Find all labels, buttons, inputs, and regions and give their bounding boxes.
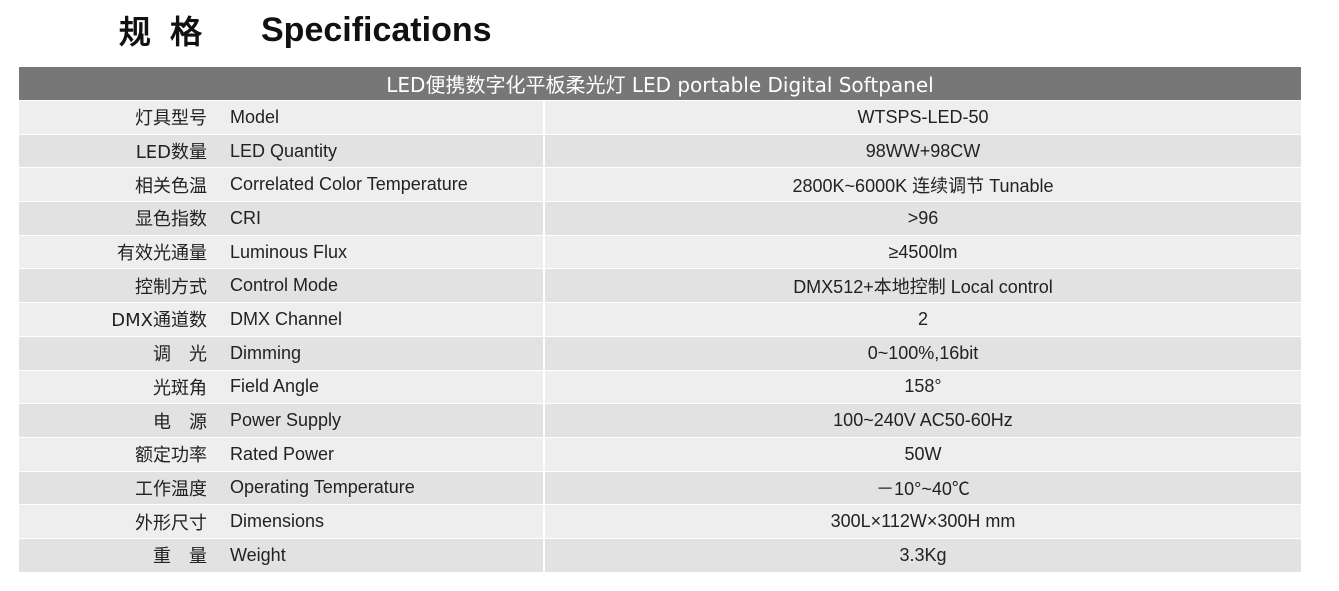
spec-label: 显色指数 CRI bbox=[19, 202, 545, 235]
label-en: Operating Temperature bbox=[230, 477, 415, 498]
spec-value: 158° bbox=[904, 376, 942, 397]
label-en: Model bbox=[230, 106, 280, 127]
label-cn: 工作温度 bbox=[135, 478, 207, 500]
spec-label: 电 源 Power Supply bbox=[19, 404, 545, 437]
spec-label: 相关色温 Correlated Color Temperature bbox=[19, 168, 545, 202]
label-en: Dimensions bbox=[230, 511, 325, 532]
spec-value: ≥4500lm bbox=[888, 241, 958, 262]
spec-value: 3.3Kg bbox=[899, 544, 947, 565]
spec-row: 有效光通量 Luminous Flux ≥4500lm bbox=[19, 235, 1301, 269]
spec-row: 光斑角 Field Angle 158° bbox=[19, 370, 1301, 404]
spec-value: 0~100%,16bit bbox=[867, 342, 979, 363]
label-cn: 调 光 bbox=[153, 344, 207, 366]
label-cn: 外形尺寸 bbox=[135, 512, 207, 534]
label-en: CRI bbox=[230, 207, 261, 228]
label-cn: 相关色温 bbox=[135, 175, 207, 197]
spec-value: >96 bbox=[907, 207, 939, 228]
label-en: Power Supply bbox=[230, 410, 342, 431]
spec-value: DMX512+本地控制 Local control bbox=[793, 276, 1053, 297]
spec-row: 相关色温 Correlated Color Temperature 2800K~60… bbox=[19, 168, 1301, 202]
spec-label: 工作温度 Operating Temperature bbox=[19, 471, 545, 505]
label-cn: DMX通道数 bbox=[111, 310, 207, 332]
label-cn: 灯具型号 bbox=[135, 108, 207, 130]
spec-row: LED数量 LED Quantity 98WW+98CW bbox=[19, 134, 1301, 168]
spec-label: 调 光 Dimming bbox=[19, 336, 545, 370]
label-cn: 额定功率 bbox=[135, 445, 207, 467]
spec-row: 重 量 Weight 3.3Kg bbox=[19, 538, 1301, 572]
label-cn: 电 源 bbox=[153, 411, 207, 433]
title-en: Specifications bbox=[261, 10, 492, 49]
label-en: Field Angle bbox=[230, 376, 320, 397]
spec-label: 外形尺寸 Dimensions bbox=[19, 505, 545, 538]
spec-label: 光斑角 Field Angle bbox=[19, 370, 545, 404]
spec-label: 重 量 Weight bbox=[19, 538, 545, 572]
spec-row: 工作温度 Operating Temperature －10°~40℃ bbox=[19, 471, 1301, 505]
table-title: LED便携数字化平板柔光灯 LED portable Digital Softp… bbox=[19, 67, 1301, 100]
label-en: Weight bbox=[230, 544, 286, 565]
page-title: 规 格 Specifications bbox=[18, 8, 492, 52]
label-en: DMX Channel bbox=[230, 308, 343, 329]
label-en: Correlated Color Temperature bbox=[230, 174, 468, 195]
spec-label: 灯具型号 Model bbox=[19, 101, 545, 134]
spec-row: 显色指数 CRI >96 bbox=[19, 202, 1301, 235]
label-cn: 有效光通量 bbox=[117, 243, 207, 265]
label-cn: LED数量 bbox=[135, 142, 207, 164]
spec-label: DMX通道数 DMX Channel bbox=[19, 303, 545, 336]
spec-table: LED便携数字化平板柔光灯 LED portable Digital Softp… bbox=[19, 67, 1301, 573]
label-en: Luminous Flux bbox=[230, 241, 348, 262]
spec-value: 2 bbox=[917, 308, 928, 329]
spec-row: 控制方式 Control Mode DMX512+本地控制 Local contro… bbox=[19, 269, 1301, 303]
spec-value: WTSPS-LED-50 bbox=[857, 106, 989, 127]
spec-label: 额定功率 Rated Power bbox=[19, 437, 545, 471]
spec-value: 2800K~6000K 连续调节 Tunable bbox=[792, 175, 1054, 196]
label-cn: 光斑角 bbox=[153, 377, 207, 399]
label-cn: 显色指数 bbox=[135, 209, 207, 231]
spec-row: 额定功率 Rated Power 50W bbox=[19, 437, 1301, 471]
spec-value: 100~240V AC50-60Hz bbox=[833, 410, 1013, 431]
spec-row: 电 源 Power Supply 100~240V AC50-60Hz bbox=[19, 404, 1301, 437]
title-cn: 规 格 bbox=[118, 13, 206, 51]
label-en: Control Mode bbox=[230, 275, 339, 296]
label-cn: 重 量 bbox=[153, 546, 207, 568]
label-en: Rated Power bbox=[230, 443, 335, 464]
spec-row: 灯具型号 Model WTSPS-LED-50 bbox=[19, 101, 1301, 134]
label-en: LED Quantity bbox=[230, 140, 338, 161]
spec-label: 控制方式 Control Mode bbox=[19, 269, 545, 303]
label-cn: 控制方式 bbox=[135, 276, 207, 298]
spec-value: 300L×112W×300H mm bbox=[830, 511, 1016, 532]
label-en: Dimming bbox=[230, 342, 302, 363]
spec-row: 外形尺寸 Dimensions 300L×112W×300H mm bbox=[19, 505, 1301, 538]
spec-row: 调 光 Dimming 0~100%,16bit bbox=[19, 336, 1301, 370]
spec-row: DMX通道数 DMX Channel 2 bbox=[19, 303, 1301, 336]
spec-value: －10°~40℃ bbox=[876, 478, 970, 499]
spec-label: 有效光通量 Luminous Flux bbox=[19, 235, 545, 269]
spec-label: LED数量 LED Quantity bbox=[19, 134, 545, 168]
spec-value: 98WW+98CW bbox=[865, 140, 981, 161]
spec-value: 50W bbox=[904, 443, 942, 464]
